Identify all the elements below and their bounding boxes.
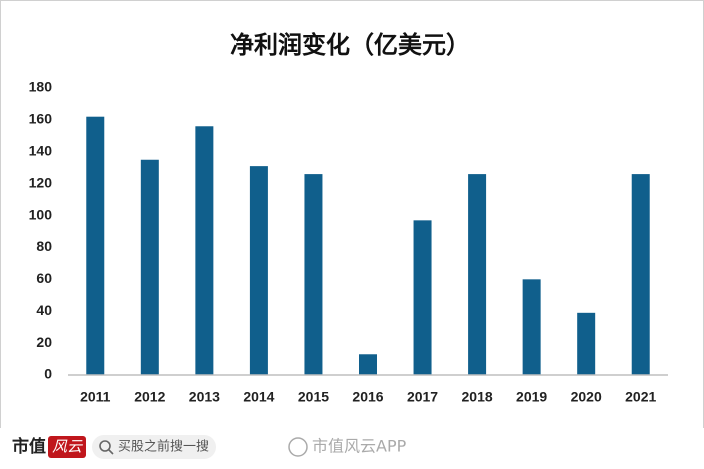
y-tick-label: 120 bbox=[29, 174, 53, 190]
search-icon bbox=[99, 440, 111, 452]
y-tick-label: 100 bbox=[29, 206, 53, 222]
x-tick-label: 2019 bbox=[516, 389, 547, 405]
chart-title: 净利润变化（亿美元） bbox=[230, 31, 470, 59]
y-tick-label: 40 bbox=[36, 302, 52, 318]
x-tick-label: 2012 bbox=[134, 389, 165, 405]
x-tick-label: 2021 bbox=[625, 389, 656, 405]
footer-logo-mark: 风云 bbox=[52, 438, 83, 456]
plot: 0 20 40 60 80 100 120 140 160 180 2011 2012 2013 2014… bbox=[29, 79, 657, 405]
watermark-icon bbox=[288, 437, 308, 457]
footer-logo: 市值 bbox=[12, 436, 46, 457]
bar bbox=[468, 174, 487, 375]
x-tick-label: 2013 bbox=[189, 389, 220, 405]
x-tick-label: 2018 bbox=[462, 389, 493, 405]
bar bbox=[522, 279, 541, 375]
bar bbox=[140, 159, 159, 375]
y-tick-label: 80 bbox=[36, 238, 52, 254]
x-tick-label: 2020 bbox=[571, 389, 602, 405]
y-tick-label: 160 bbox=[29, 111, 53, 127]
bar bbox=[577, 312, 596, 375]
x-tick-label: 2015 bbox=[298, 389, 329, 405]
bar bbox=[304, 174, 323, 375]
search-icon-handle bbox=[108, 449, 114, 455]
footer-watermark: 市值风云APP bbox=[312, 437, 407, 456]
bar bbox=[631, 174, 650, 375]
x-tick-label: 2014 bbox=[243, 389, 274, 405]
bar bbox=[195, 126, 214, 376]
search-text: 买股之前搜一搜 bbox=[118, 439, 209, 455]
bar bbox=[249, 166, 268, 375]
x-tick-label: 2017 bbox=[407, 389, 438, 405]
y-tick-label: 60 bbox=[36, 270, 52, 286]
y-tick-label: 20 bbox=[36, 334, 52, 350]
x-tick-label: 2011 bbox=[80, 389, 111, 405]
bar bbox=[413, 220, 432, 375]
logo-mark-bg bbox=[48, 436, 86, 458]
y-tick-label: 180 bbox=[29, 79, 53, 95]
y-tick-label: 0 bbox=[44, 366, 52, 382]
x-tick-label: 2016 bbox=[352, 389, 383, 405]
y-tick-label: 140 bbox=[29, 142, 53, 158]
bar bbox=[86, 116, 105, 375]
bar bbox=[359, 354, 377, 375]
search-box[interactable] bbox=[92, 435, 216, 459]
